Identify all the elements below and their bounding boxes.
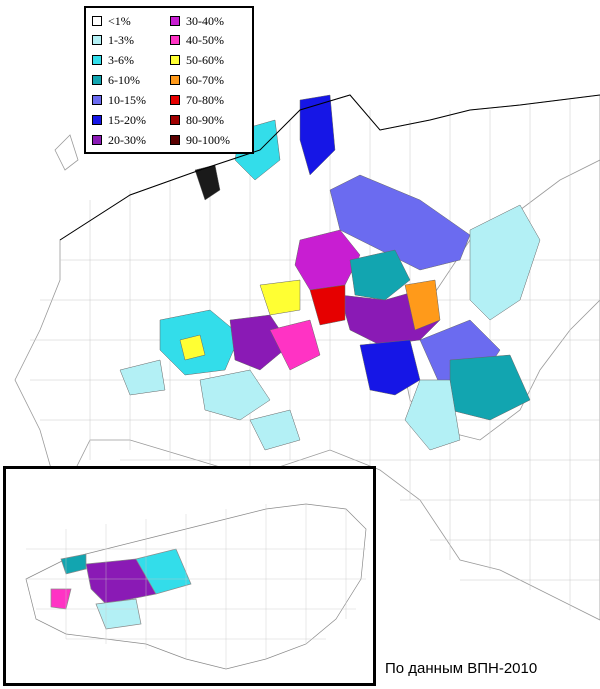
legend-item: 10-15%: [92, 91, 146, 109]
legend-item: 30-40%: [170, 12, 224, 30]
legend-label: 80-90%: [186, 112, 224, 127]
legend-swatch: [170, 55, 180, 65]
legend-swatch: [170, 115, 180, 125]
legend-swatch: [92, 75, 102, 85]
legend-label: 10-15%: [108, 92, 146, 107]
legend-swatch: [170, 75, 180, 85]
region-polygons: [119, 94, 541, 451]
legend-swatch: [92, 115, 102, 125]
legend-swatch: [170, 35, 180, 45]
legend-swatch: [92, 16, 102, 26]
legend-item: 90-100%: [170, 131, 230, 149]
coastline: [59, 94, 600, 241]
legend-label: 15-20%: [108, 112, 146, 127]
legend-label: 90-100%: [186, 132, 230, 147]
legend-swatch: [170, 16, 180, 26]
legend-item: 1-3%: [92, 31, 134, 49]
legend: <1% 1-3% 3-6% 6-10% 10-15% 15-20% 20-30%…: [84, 6, 254, 154]
legend-item: 15-20%: [92, 111, 146, 129]
legend-swatch: [92, 95, 102, 105]
legend-swatch: [170, 135, 180, 145]
legend-item: 70-80%: [170, 91, 224, 109]
legend-label: <1%: [108, 13, 131, 28]
source-note: По данным ВПН-2010: [385, 660, 538, 677]
legend-label: 40-50%: [186, 32, 224, 47]
legend-item: 80-90%: [170, 111, 224, 129]
legend-item: 60-70%: [170, 71, 224, 89]
inset-landmass: [25, 503, 367, 670]
legend-label: 30-40%: [186, 13, 224, 28]
legend-label: 60-70%: [186, 72, 224, 87]
legend-swatch: [170, 95, 180, 105]
inset-map: [3, 466, 376, 686]
legend-label: 70-80%: [186, 92, 224, 107]
legend-swatch: [92, 35, 102, 45]
legend-item: 3-6%: [92, 51, 134, 69]
legend-item: 20-30%: [92, 131, 146, 149]
legend-label: 6-10%: [108, 72, 140, 87]
legend-label: 3-6%: [108, 52, 134, 67]
legend-item: 6-10%: [92, 71, 140, 89]
legend-label: 20-30%: [108, 132, 146, 147]
legend-item: <1%: [92, 12, 131, 30]
legend-label: 1-3%: [108, 32, 134, 47]
legend-item: 50-60%: [170, 51, 224, 69]
inset-grid: [26, 504, 366, 669]
legend-item: 40-50%: [170, 31, 224, 49]
legend-swatch: [92, 55, 102, 65]
inset-map-svg: [25, 503, 367, 670]
legend-swatch: [92, 135, 102, 145]
legend-label: 50-60%: [186, 52, 224, 67]
